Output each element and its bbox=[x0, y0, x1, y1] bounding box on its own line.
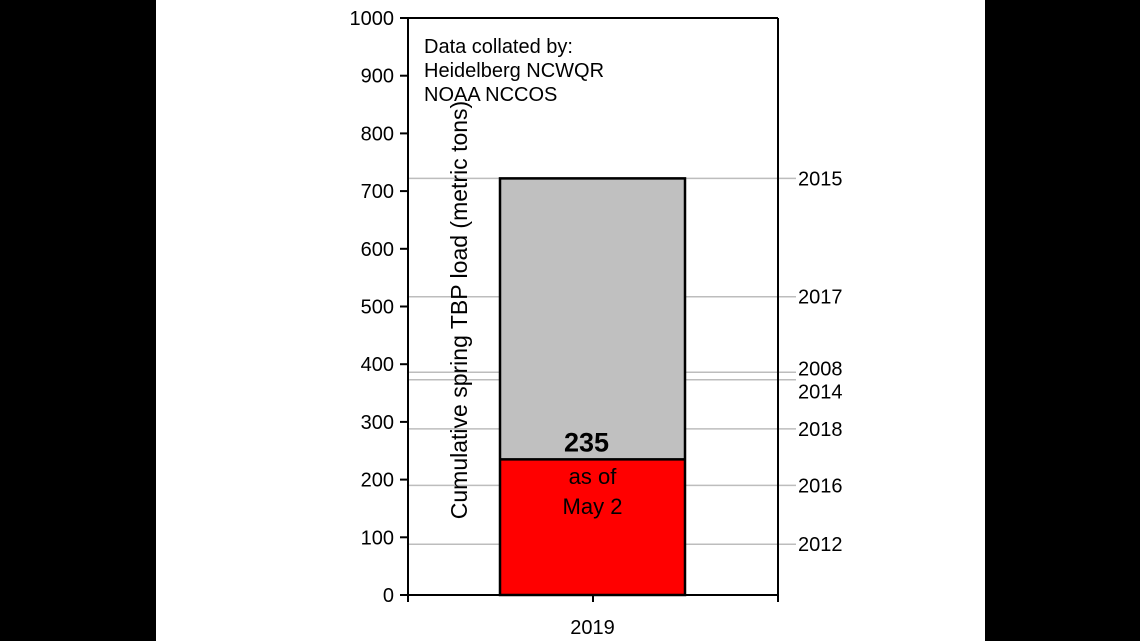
source-line-2: NOAA NCCOS bbox=[424, 84, 557, 106]
source-line-0: Data collated by: bbox=[424, 36, 573, 58]
bars bbox=[498, 177, 687, 597]
y-tick-label-400: 400 bbox=[361, 354, 394, 376]
y-tick-label-0: 0 bbox=[383, 585, 394, 607]
source-line-1: Heidelberg NCWQR bbox=[424, 60, 604, 82]
y-tick-label-100: 100 bbox=[361, 527, 394, 549]
axes bbox=[400, 17, 779, 602]
y-axis-label: Cumulative spring TBP load (metric tons) bbox=[446, 101, 472, 519]
reference-year-label-2014: 2014 bbox=[798, 381, 843, 403]
data-label-note-1: May 2 bbox=[563, 494, 623, 519]
annotations: 235 as of May 2 bbox=[563, 427, 623, 519]
data-label-note-0: as of bbox=[569, 464, 618, 489]
reference-year-label-2012: 2012 bbox=[798, 534, 843, 556]
y-tick-label-800: 800 bbox=[361, 123, 394, 145]
reference-year-label-2018: 2018 bbox=[798, 419, 843, 441]
y-tick-label-200: 200 bbox=[361, 470, 394, 492]
x-tick-label-0: 2019 bbox=[570, 617, 615, 639]
reference-year-label-2016: 2016 bbox=[798, 475, 843, 497]
bar-segment-2 bbox=[499, 177, 686, 461]
y-tick-label-700: 700 bbox=[361, 181, 394, 203]
y-tick-label-500: 500 bbox=[361, 297, 394, 319]
chart-panel: 2015 2017 2008 2014 2018 2016 2012 0 100 200 300 4… bbox=[156, 0, 985, 641]
y-tick-labels: 0 100 200 300 400 500 600 700 800 900 1000 bbox=[350, 8, 395, 607]
reference-year-label-2015: 2015 bbox=[798, 168, 843, 190]
reference-year-label-2017: 2017 bbox=[798, 287, 843, 309]
y-tick-label-300: 300 bbox=[361, 412, 394, 434]
y-tick-label-600: 600 bbox=[361, 239, 394, 261]
data-label-value: 235 bbox=[564, 427, 609, 457]
y-tick-label-900: 900 bbox=[361, 66, 394, 88]
x-tick-labels: 2019 bbox=[570, 617, 615, 639]
y-tick-label-1000: 1000 bbox=[350, 8, 395, 30]
reference-year-label-2008: 2008 bbox=[798, 358, 843, 380]
